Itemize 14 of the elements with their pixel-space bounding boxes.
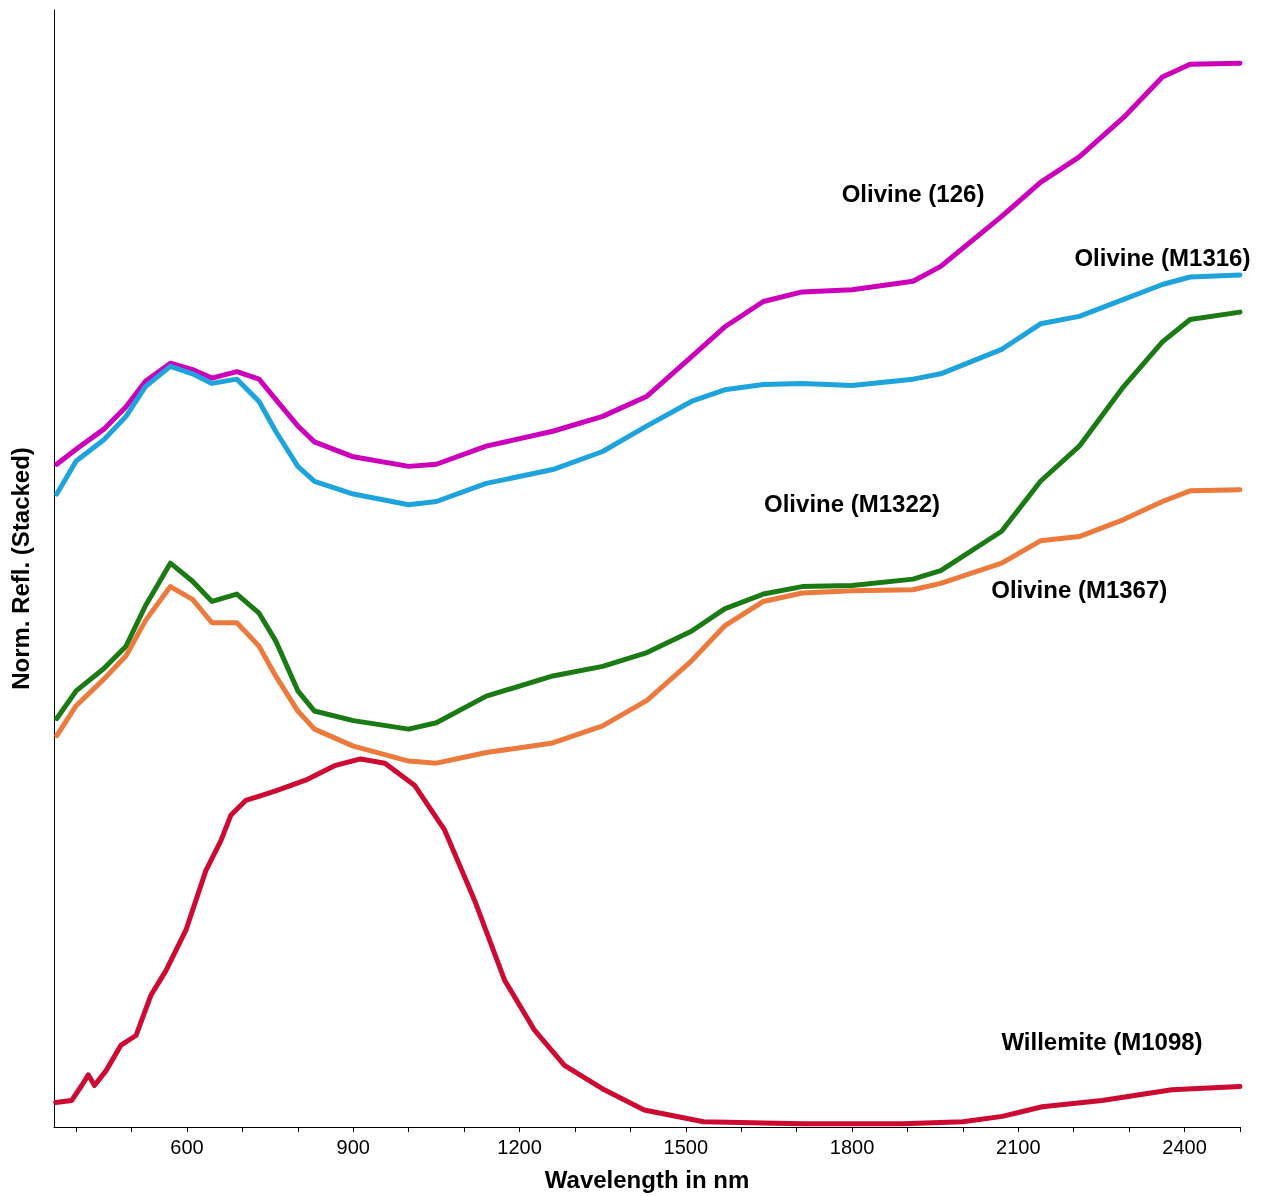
x-tick-label: 2400 bbox=[1162, 1136, 1207, 1158]
x-tick-label: 1500 bbox=[663, 1136, 709, 1158]
x-axis-title: Wavelength in nm bbox=[544, 1165, 750, 1193]
x-tick-label: 900 bbox=[336, 1136, 370, 1158]
series-label: Olivine (M1316) bbox=[1074, 243, 1251, 271]
x-tick-label: 600 bbox=[170, 1136, 204, 1158]
x-tick-label: 2100 bbox=[996, 1136, 1041, 1158]
x-tick-label: 1200 bbox=[497, 1136, 542, 1158]
y-axis-title: Norm. Refl. (Stacked) bbox=[6, 447, 34, 690]
series-label: Olivine (M1367) bbox=[991, 576, 1168, 604]
x-tick-label: 1800 bbox=[829, 1136, 875, 1158]
series-label: Olivine (M1322) bbox=[764, 490, 941, 518]
series-label: Willemite (M1098) bbox=[1001, 1027, 1203, 1055]
series-label: Olivine (126) bbox=[841, 179, 985, 207]
